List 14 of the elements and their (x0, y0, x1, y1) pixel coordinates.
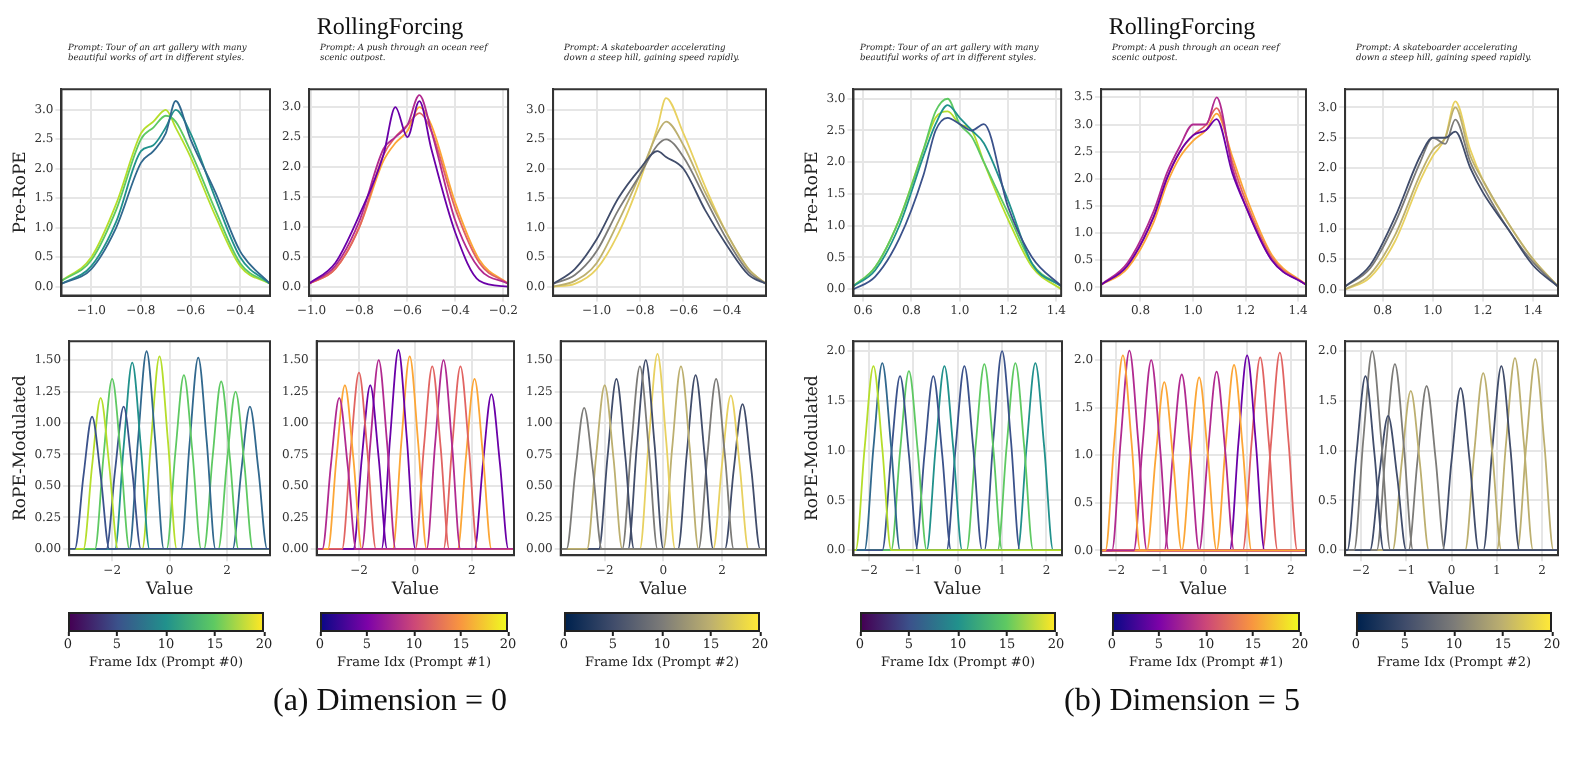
text: (a) Dimension = 0 (271, 684, 509, 720)
x-axis-title: Value (932, 580, 982, 601)
text: RollingForcing (314, 12, 466, 42)
x-axis-title: Value (1177, 580, 1228, 601)
y-axis-title: Pre-RoPE (802, 151, 823, 234)
x-axis-title: Value (143, 580, 194, 601)
x-axis-title: Value (389, 580, 440, 601)
text: RollingForcing (1106, 12, 1258, 42)
x-axis-title: Value (637, 580, 688, 601)
x-axis-title: Value (1425, 580, 1476, 601)
y-axis-title: RoPE-Modulated (10, 374, 31, 522)
y-axis-title: Pre-RoPE (10, 151, 31, 234)
y-axis-title: RoPE-Modulated (802, 374, 823, 522)
text: (b) Dimension = 5 (1062, 684, 1302, 720)
